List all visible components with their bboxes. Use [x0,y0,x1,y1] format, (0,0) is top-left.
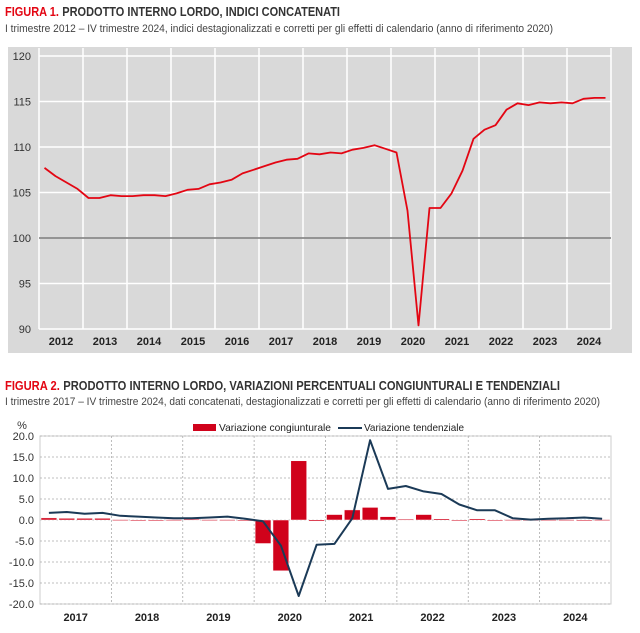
y-tick-label: 5.0 [19,494,34,506]
bar-congiunturale [183,518,200,521]
x-tick-label: 2019 [206,612,230,624]
x-tick-label: 2018 [135,612,159,624]
figure2-chart: 20.0 15.0 10.0 5.0 0.0 -5.0 -10.0 -15.0 -20.0 201… [9,431,612,624]
x-tick-label: 2021 [445,336,469,348]
y-tick-label: -20.0 [9,599,34,611]
bar-congiunturale [290,460,307,521]
figure2-heading: FIGURA 2.PRODOTTO INTERNO LORDO, VARIAZI… [5,378,560,393]
y-tick-label: 115 [13,97,31,109]
x-tick-label: 2022 [489,336,513,348]
bar-congiunturale [147,519,165,522]
x-tick-label: 2021 [349,612,373,624]
bar-congiunturale [576,519,593,522]
legend-bar-swatch [193,424,216,431]
series-line-pil-index [43,97,606,327]
x-tick-label: 2017 [269,336,293,348]
x-tick-label: 2015 [181,336,205,348]
y-tick-label: 95 [19,279,31,291]
bar-congiunturale [451,519,468,522]
bar-congiunturale [469,518,486,521]
legend-congiunturale: Variazione congiunturale [219,422,331,434]
x-tick-label: 2017 [63,612,87,624]
bar-congiunturale [397,518,414,521]
figure2-title: PRODOTTO INTERNO LORDO, VARIAZIONI PERCE… [63,378,560,393]
y-tick-label: 110 [13,142,31,154]
figure1-plot-background [8,47,632,353]
bar-congiunturale [558,519,575,521]
y-tick-label: 10.0 [13,473,34,485]
y-tick-label: 15.0 [13,452,34,464]
bar-congiunturale [433,518,450,521]
y-tick-label: 120 [13,51,31,63]
bar-congiunturale [76,518,93,521]
y-axis-unit: % [17,420,27,432]
bar-congiunturale [593,519,611,521]
bar-congiunturale [165,519,182,521]
bar-congiunturale [254,519,272,544]
x-tick-label: 2023 [492,612,516,624]
bar-congiunturale [326,514,343,521]
x-tick-label: 2013 [93,336,117,348]
x-tick-label: 2024 [577,336,602,348]
x-tick-label: 2024 [563,612,588,624]
figure1-label: FIGURA 1. [5,4,59,19]
bar-congiunturale [415,514,432,521]
x-tick-label: 2018 [313,336,337,348]
x-tick-label: 2020 [278,612,302,624]
figure1-chart: 120 115 110 105 100 95 90 2012 2013 2014 2015 2016 2… [13,48,612,348]
x-tick-label: 2022 [420,612,444,624]
bar-congiunturale [308,519,325,522]
y-tick-label: 105 [13,188,31,200]
y-tick-label: 90 [19,324,31,336]
y-tick-label: 100 [13,233,31,245]
figure2-subtitle: I trimestre 2017 – IV trimestre 2024, da… [5,396,600,408]
figure1-title: PRODOTTO INTERNO LORDO, INDICI CONCATENA… [62,4,340,19]
figure1-subtitle: I trimestre 2012 – IV trimestre 2024, in… [5,23,553,35]
y-tick-label: -10.0 [9,557,34,569]
bar-congiunturale [40,517,58,521]
x-tick-label: 2014 [137,336,162,348]
figure1-heading: FIGURA 1.PRODOTTO INTERNO LORDO, INDICI … [5,4,340,19]
bar-congiunturale [504,519,522,521]
legend-tendenziale: Variazione tendenziale [364,422,464,434]
x-tick-label: 2023 [533,336,557,348]
bar-congiunturale [219,519,236,521]
bar-congiunturale [112,519,129,521]
x-tick-label: 2016 [225,336,249,348]
bar-congiunturale [361,507,379,521]
y-tick-label: -5.0 [15,536,34,548]
bar-congiunturale [201,519,218,521]
x-tick-label: 2019 [357,336,381,348]
y-tick-label: -15.0 [9,578,34,590]
bar-congiunturale [94,518,111,521]
bar-congiunturale [486,519,504,522]
bar-congiunturale [129,519,147,522]
bar-congiunturale [379,516,397,521]
y-tick-label: 0.0 [19,515,34,527]
figure2-label: FIGURA 2. [5,378,60,393]
bar-congiunturale [58,518,75,521]
x-tick-label: 2020 [401,336,425,348]
series-line-tendenziale [48,439,603,597]
x-tick-label: 2012 [49,336,73,348]
y-tick-label: 20.0 [13,431,34,443]
